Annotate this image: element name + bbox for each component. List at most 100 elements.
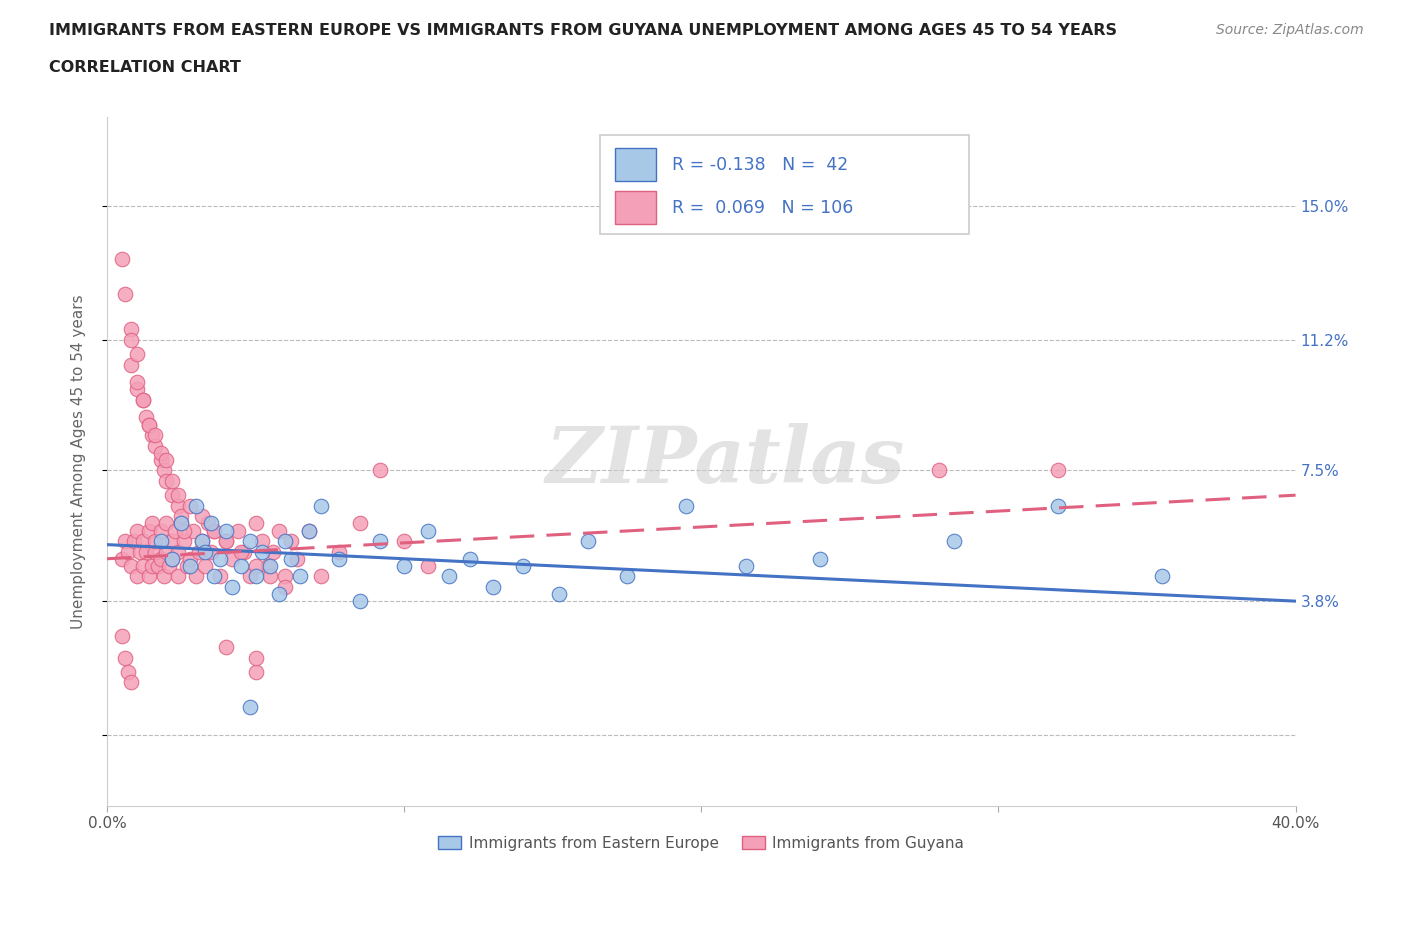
Point bbox=[186, 498, 208, 513]
Point bbox=[309, 498, 332, 513]
Point bbox=[132, 534, 155, 549]
Point bbox=[141, 558, 163, 573]
Point bbox=[143, 428, 166, 443]
Point bbox=[197, 516, 219, 531]
Point bbox=[1046, 498, 1069, 513]
Point bbox=[141, 428, 163, 443]
Point bbox=[152, 569, 174, 584]
Point bbox=[162, 551, 184, 566]
Point bbox=[179, 498, 201, 513]
Point bbox=[132, 392, 155, 407]
Point bbox=[250, 544, 273, 559]
Point bbox=[578, 534, 600, 549]
Point bbox=[111, 629, 134, 644]
Point bbox=[143, 438, 166, 453]
Point bbox=[117, 664, 139, 679]
Point bbox=[274, 534, 297, 549]
Point bbox=[135, 544, 157, 559]
Point bbox=[173, 534, 195, 549]
Point bbox=[221, 551, 243, 566]
Point bbox=[138, 569, 160, 584]
Point bbox=[167, 569, 190, 584]
Point bbox=[143, 544, 166, 559]
Point bbox=[256, 558, 278, 573]
Point bbox=[208, 569, 231, 584]
FancyBboxPatch shape bbox=[614, 191, 657, 224]
Point bbox=[194, 544, 217, 559]
Point bbox=[928, 463, 950, 478]
Point bbox=[259, 558, 281, 573]
Point bbox=[146, 558, 169, 573]
Point bbox=[215, 534, 238, 549]
Point bbox=[416, 523, 439, 538]
Point bbox=[1150, 569, 1173, 584]
Point bbox=[120, 558, 142, 573]
Text: CORRELATION CHART: CORRELATION CHART bbox=[49, 60, 240, 75]
Point bbox=[269, 587, 291, 602]
Point bbox=[191, 534, 214, 549]
Point bbox=[125, 569, 148, 584]
Point bbox=[215, 534, 238, 549]
Point bbox=[239, 699, 262, 714]
Point bbox=[245, 650, 267, 665]
Point bbox=[149, 523, 172, 538]
Text: IMMIGRANTS FROM EASTERN EUROPE VS IMMIGRANTS FROM GUYANA UNEMPLOYMENT AMONG AGES: IMMIGRANTS FROM EASTERN EUROPE VS IMMIGR… bbox=[49, 23, 1118, 38]
Point bbox=[215, 523, 238, 538]
Point bbox=[167, 544, 190, 559]
Point bbox=[162, 534, 184, 549]
Point bbox=[200, 544, 222, 559]
Point bbox=[200, 516, 222, 531]
Point bbox=[194, 558, 217, 573]
Point bbox=[141, 516, 163, 531]
Point bbox=[349, 516, 371, 531]
Point bbox=[125, 523, 148, 538]
Point bbox=[162, 473, 184, 488]
Point bbox=[215, 640, 238, 655]
Point bbox=[290, 569, 312, 584]
Point bbox=[309, 569, 332, 584]
Point bbox=[128, 544, 150, 559]
Point bbox=[159, 558, 181, 573]
Point bbox=[616, 569, 638, 584]
Point bbox=[111, 551, 134, 566]
FancyBboxPatch shape bbox=[614, 148, 657, 181]
Point bbox=[274, 579, 297, 594]
Legend: Immigrants from Eastern Europe, Immigrants from Guyana: Immigrants from Eastern Europe, Immigran… bbox=[432, 830, 970, 857]
Point bbox=[942, 534, 965, 549]
Point bbox=[370, 534, 392, 549]
Point bbox=[239, 569, 262, 584]
Point bbox=[149, 452, 172, 467]
Point bbox=[149, 551, 172, 566]
Point bbox=[138, 523, 160, 538]
Point bbox=[245, 516, 267, 531]
Point bbox=[135, 410, 157, 425]
Point bbox=[114, 534, 136, 549]
Point bbox=[143, 534, 166, 549]
Point bbox=[370, 463, 392, 478]
Point bbox=[808, 551, 831, 566]
Text: R =  0.069   N = 106: R = 0.069 N = 106 bbox=[672, 198, 853, 217]
Point bbox=[274, 569, 297, 584]
Point bbox=[179, 558, 201, 573]
Point bbox=[162, 551, 184, 566]
Point bbox=[221, 579, 243, 594]
Point bbox=[245, 664, 267, 679]
Point bbox=[114, 286, 136, 301]
Point bbox=[155, 516, 177, 531]
Point bbox=[181, 523, 204, 538]
Point bbox=[512, 558, 534, 573]
Point bbox=[328, 551, 350, 566]
Text: R = -0.138   N =  42: R = -0.138 N = 42 bbox=[672, 156, 848, 174]
Point bbox=[328, 544, 350, 559]
Point bbox=[155, 473, 177, 488]
Point bbox=[179, 551, 201, 566]
Point bbox=[165, 523, 187, 538]
Point bbox=[111, 251, 134, 266]
Point bbox=[120, 357, 142, 372]
Point bbox=[191, 534, 214, 549]
Point bbox=[191, 509, 214, 524]
Text: ZIPatlas: ZIPatlas bbox=[546, 423, 905, 500]
Point bbox=[170, 516, 193, 531]
Point bbox=[259, 569, 281, 584]
Point bbox=[167, 498, 190, 513]
